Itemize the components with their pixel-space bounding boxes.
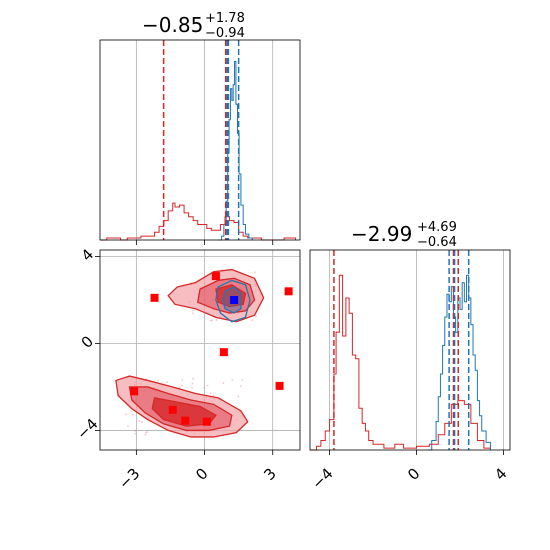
blue-square-marker-0 (230, 296, 239, 304)
red-square-marker-8 (202, 417, 211, 426)
hist-blue-param1 (427, 274, 491, 451)
scatter-point (209, 392, 212, 395)
scatter-point (134, 430, 137, 432)
scatter-point (178, 386, 181, 389)
red-square-marker-6 (168, 405, 177, 414)
red-square-marker-5 (130, 387, 139, 396)
scatter-point (231, 379, 234, 381)
scatter-point (192, 312, 194, 315)
xaxis-br-tick-label-0: −4 (308, 464, 336, 492)
frame-br (309, 249, 511, 451)
scatter-point (124, 413, 127, 416)
scatter-point (237, 395, 240, 398)
red-square-marker-1 (211, 272, 220, 281)
hist-red-param0 (100, 202, 296, 241)
xaxis-bl-tick-label-1: 0 (192, 464, 211, 483)
scatter-point (181, 379, 184, 382)
xaxis-bl-tick-label-2: 3 (260, 464, 279, 483)
scatter-point (192, 309, 194, 312)
scatter-point (192, 377, 195, 380)
hist-red-param1 (310, 274, 491, 451)
yaxis-bl-tick-label-0: −4 (73, 415, 101, 443)
yaxis-bl-tick-label-1: 0 (78, 332, 97, 351)
title-param0: −0.85 (142, 13, 203, 37)
histogram-param0 (99, 39, 301, 245)
scatter-point (157, 379, 160, 382)
scatter-point (206, 384, 209, 387)
red-square-marker-2 (284, 287, 293, 296)
scatter-point (211, 319, 213, 322)
scatter-point (166, 381, 169, 384)
frame-bl (99, 249, 301, 451)
title-param1-sup: +4.69 (417, 220, 457, 235)
scatter-point (138, 420, 141, 422)
scatter-point (130, 410, 132, 413)
yaxis-bl-tick-label-2: 4 (78, 245, 97, 264)
red-square-marker-3 (219, 348, 228, 357)
xaxis-br-tick-label-1: 0 (404, 464, 423, 483)
scatter-point (212, 394, 215, 397)
title-param0-sup: +1.78 (205, 11, 245, 26)
scatter-point (181, 384, 183, 387)
frame-tl (99, 39, 301, 241)
red-square-marker-4 (275, 381, 284, 390)
scatter-point (209, 319, 212, 322)
red-square-marker-0 (150, 293, 159, 302)
scatter-point (146, 431, 148, 433)
red-square-marker-7 (181, 416, 190, 425)
histogram-param1: −4 0 4 (308, 249, 511, 493)
title-param1: −2.99 (351, 222, 412, 246)
scatter-point (134, 432, 137, 435)
scatter-point (127, 425, 129, 427)
hist-blue-param0 (218, 61, 253, 241)
scatter-point (191, 382, 194, 385)
scatter-point (132, 413, 134, 416)
scatter-point (141, 421, 143, 424)
scatter-point (251, 319, 254, 322)
contour-blue-outer (215, 279, 251, 323)
scatter-point (222, 382, 225, 384)
xaxis-bl-tick-label-0: −3 (115, 464, 143, 492)
scatter-point (203, 386, 206, 389)
xaxis-br-tick-label-2: 4 (491, 464, 510, 483)
scatter-2d-panel: −3 0 3 −4 0 4 (73, 245, 301, 493)
scatter-point (239, 385, 242, 388)
title-param1-sub: −0.64 (417, 235, 457, 250)
title-param0-sub: −0.94 (205, 26, 245, 41)
scatter-point (144, 433, 147, 436)
scatter-point (191, 386, 194, 389)
scatter-point (215, 319, 218, 321)
scatter-point (255, 315, 257, 318)
scatter-point (241, 379, 244, 381)
scatter-point (253, 271, 256, 274)
scatter-point (145, 431, 147, 434)
